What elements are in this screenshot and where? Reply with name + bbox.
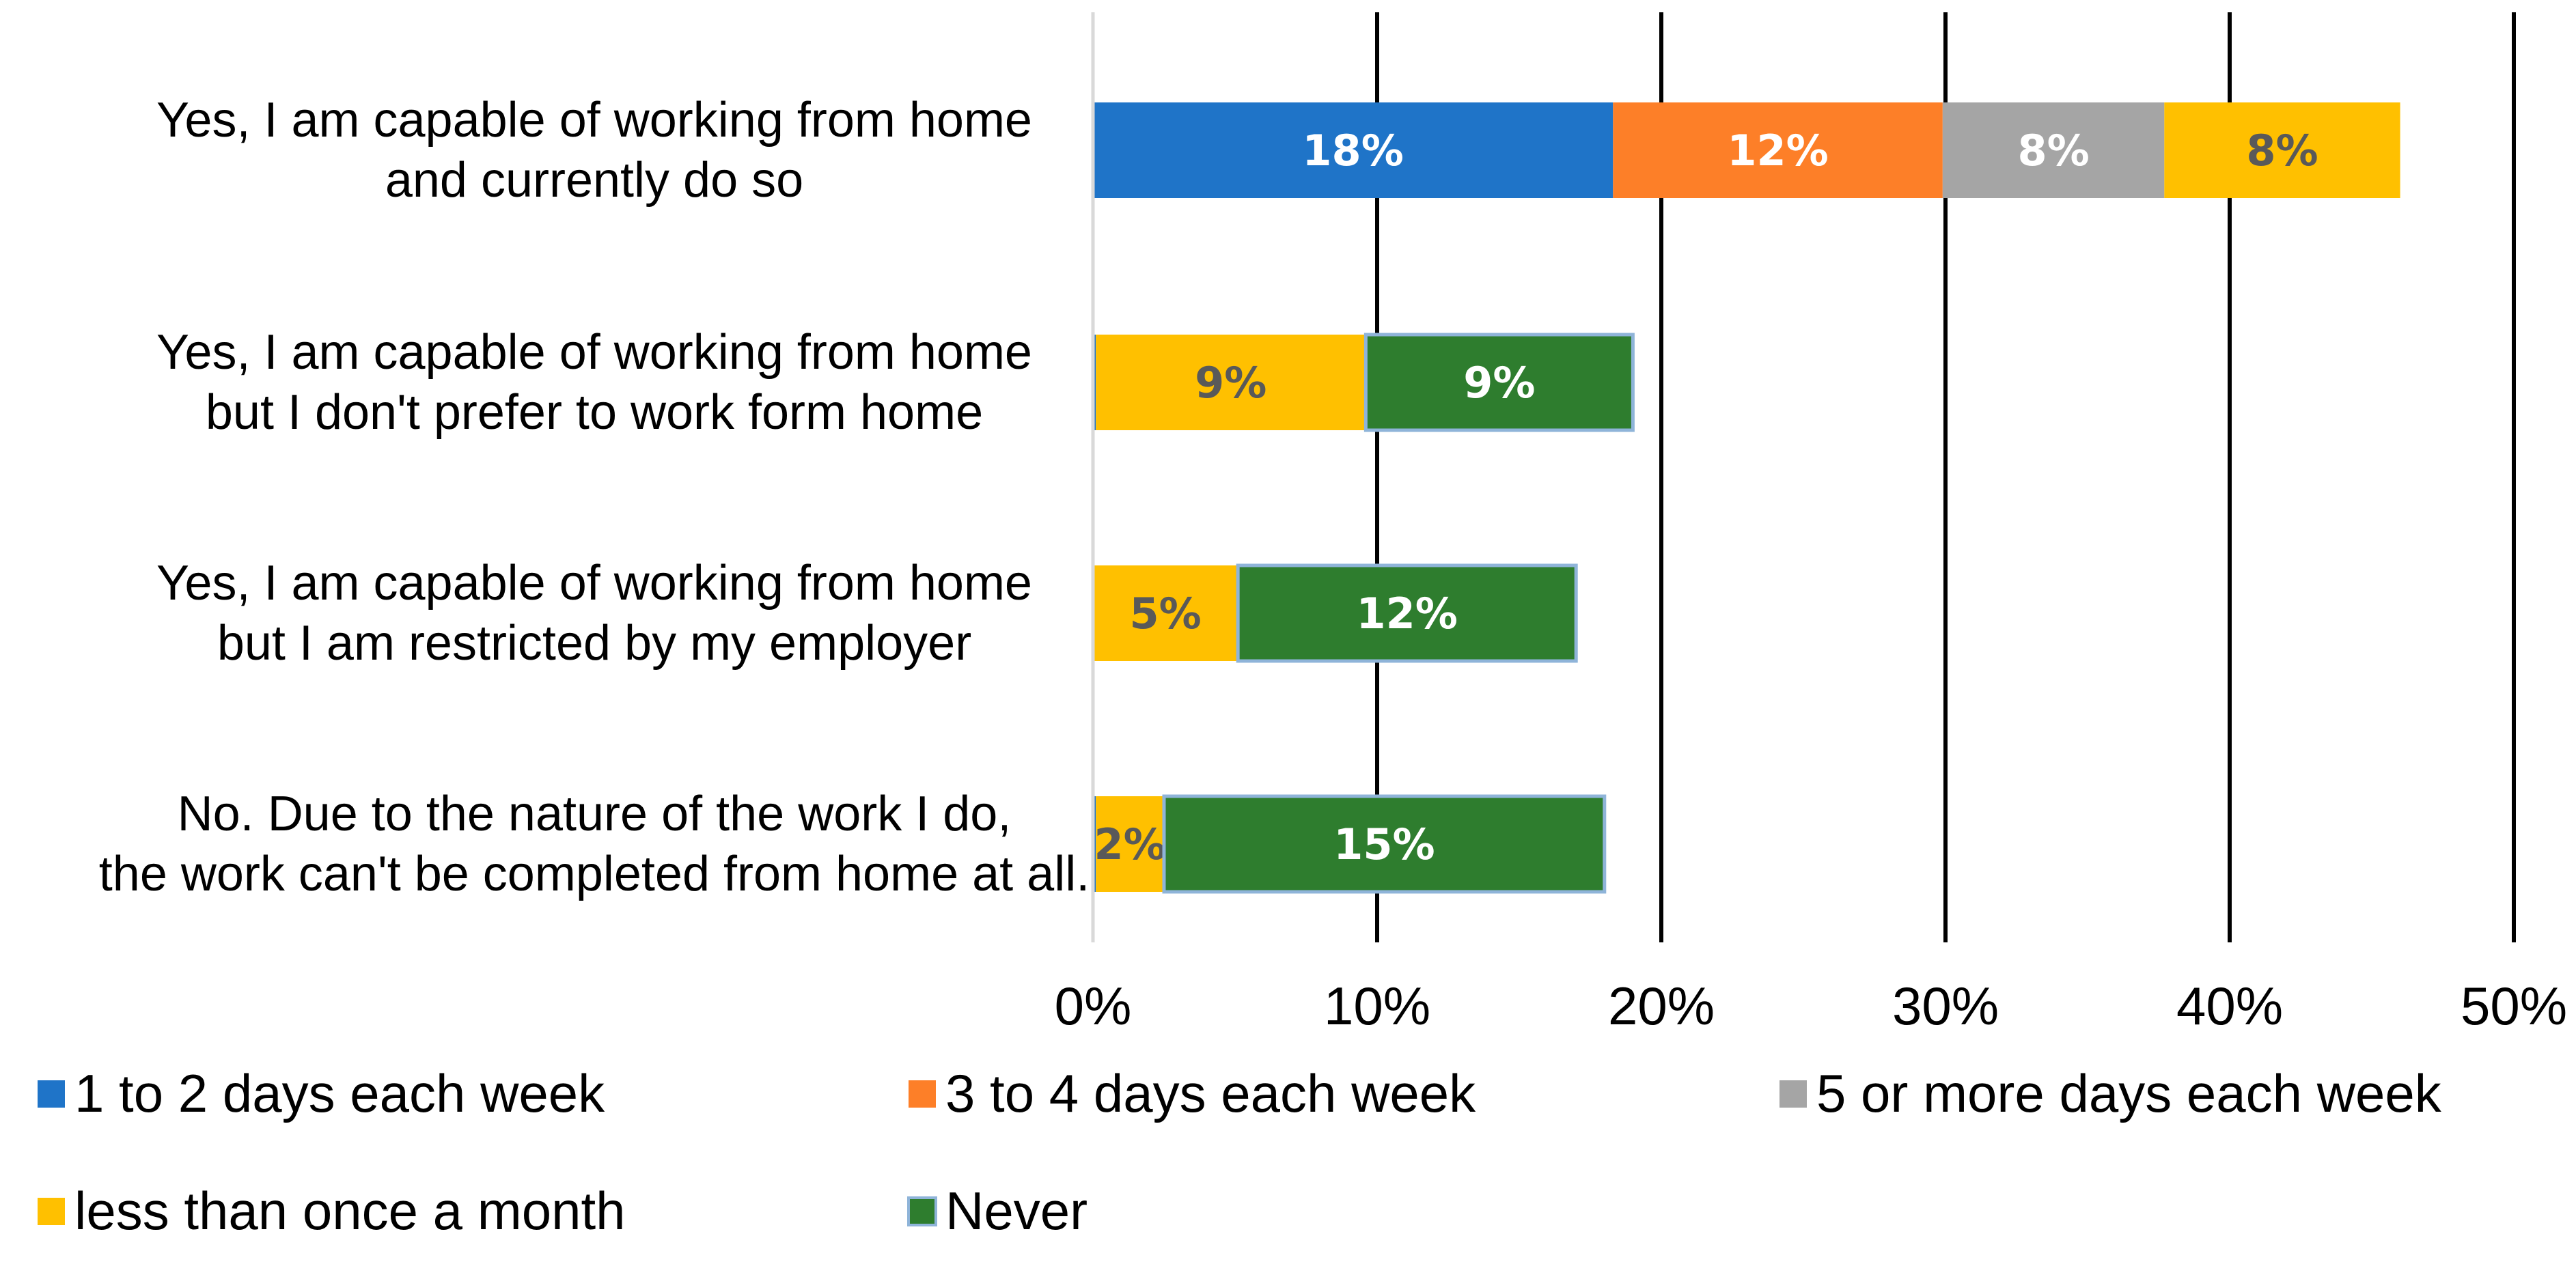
data-label: 9% — [1463, 358, 1535, 408]
legend-label: 1 to 2 days each week — [74, 1063, 605, 1123]
bar-segment — [1363, 333, 1635, 432]
bar-segment — [1162, 794, 1607, 894]
data-label: 12% — [1727, 126, 1828, 175]
bar-segment — [1093, 102, 1614, 198]
x-tick-label: 40% — [2176, 976, 2283, 1036]
legend-swatch — [38, 1198, 65, 1225]
x-tick-label: 20% — [1608, 976, 1715, 1036]
x-tick-label: 0% — [1055, 976, 1132, 1036]
data-label: 2% — [1094, 819, 1165, 869]
bar-segment — [1096, 796, 1164, 892]
data-label: 5% — [1129, 589, 1201, 638]
category-labels: Yes, I am capable of working from homean… — [99, 93, 1090, 901]
x-tick-label: 30% — [1892, 976, 1999, 1036]
legend: 1 to 2 days each week 3 to 4 days each we… — [38, 1063, 2442, 1241]
legend-label: 5 or more days each week — [1816, 1063, 2442, 1123]
category-label: but I am restricted by my employer — [217, 616, 971, 671]
x-tick-label: 50% — [2461, 976, 2567, 1036]
data-label: 15% — [1333, 819, 1435, 869]
category-label: Yes, I am capable of working from home — [156, 556, 1032, 610]
legend-label: 3 to 4 days each week — [945, 1063, 1476, 1123]
category-label: and currently do so — [385, 153, 803, 208]
category-label: Yes, I am capable of working from home — [156, 93, 1032, 148]
data-label: 8% — [2017, 126, 2089, 175]
x-tick-label: 10% — [1324, 976, 1430, 1036]
category-label: the work can't be completed from home at… — [99, 847, 1090, 901]
data-label: 18% — [1302, 126, 1403, 175]
data-label: 8% — [2246, 126, 2318, 175]
bar-segment — [1236, 563, 1578, 663]
category-label: but I don't prefer to work form home — [206, 385, 983, 440]
bar-segment — [1096, 335, 1366, 430]
category-label: No. Due to the nature of the work I do, — [178, 787, 1012, 841]
x-tick-labels: 0% 10% 20% 30% 40% 50% — [1055, 976, 2567, 1036]
legend-label: Never — [945, 1181, 1088, 1241]
bar-segment — [1942, 102, 2165, 198]
legend-label: less than once a month — [74, 1181, 626, 1241]
data-label: 12% — [1356, 589, 1457, 638]
legend-swatch — [907, 1196, 937, 1226]
legend-swatch — [38, 1080, 65, 1108]
legend-swatch — [1779, 1080, 1807, 1108]
bar-segment — [1613, 102, 1943, 198]
category-label: Yes, I am capable of working from home — [156, 325, 1032, 380]
bar-segment — [2164, 102, 2400, 198]
legend-swatch — [909, 1080, 936, 1108]
bar-segment — [1093, 565, 1238, 661]
data-label: 9% — [1195, 358, 1266, 408]
bars: 18% 12% 8% 8% 9% 9% 5% 12% 2% 15% — [1093, 102, 2400, 894]
